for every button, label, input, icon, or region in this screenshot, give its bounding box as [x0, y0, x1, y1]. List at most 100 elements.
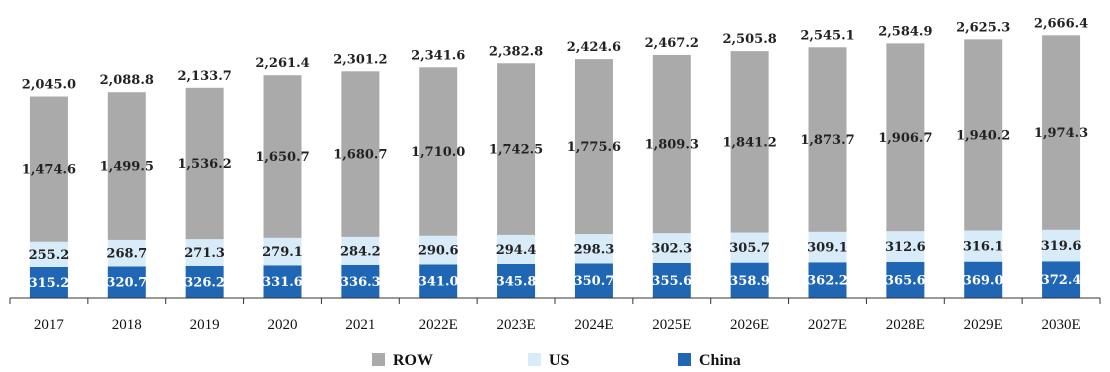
- data-label-china-2026e: 358.9: [729, 274, 770, 289]
- bar-segment-us-2025e: [652, 233, 691, 263]
- bar-segment-us-2019: [185, 239, 224, 266]
- data-label-china-2019: 326.2: [184, 275, 225, 290]
- data-label-us-2021: 284.2: [340, 244, 381, 259]
- data-label-us-2017: 255.2: [29, 248, 70, 263]
- data-label-us-2030e: 319.6: [1041, 239, 1082, 254]
- data-label-us-2026e: 305.7: [729, 241, 770, 256]
- bar-segment-us-2017: [29, 241, 68, 267]
- bar-segment-china-2017: [29, 266, 68, 298]
- total-label-2021: 2,301.2: [333, 52, 387, 67]
- bar-segment-row-2028e: [886, 43, 925, 232]
- legend-swatch-row: [372, 353, 385, 366]
- bars-layer: [29, 35, 1081, 298]
- data-label-row-2029e: 1,940.2: [956, 128, 1010, 143]
- x-tick-label-2029e: 2029E: [964, 317, 1003, 333]
- total-label-2025e: 2,467.2: [645, 36, 699, 51]
- data-label-row-2022e: 1,710.0: [411, 145, 465, 160]
- total-label-2018: 2,088.8: [100, 73, 154, 88]
- bar-segment-row-2020: [263, 75, 302, 238]
- data-label-row-2028e: 1,906.7: [878, 131, 932, 146]
- bar-segment-china-2026e: [730, 262, 769, 298]
- data-label-row-2026e: 1,841.2: [722, 135, 776, 150]
- data-label-row-2025e: 1,809.3: [645, 138, 699, 153]
- bar-segment-china-2021: [341, 264, 380, 298]
- x-tick-label-2021: 2021: [345, 317, 375, 333]
- total-label-2029e: 2,625.3: [956, 20, 1010, 35]
- data-label-row-2027e: 1,873.7: [800, 133, 854, 148]
- bar-segment-row-2027e: [808, 47, 847, 232]
- x-tick-label-2028e: 2028E: [886, 317, 925, 333]
- x-tick-label-2027e: 2027E: [808, 317, 847, 333]
- data-label-china-2027e: 362.2: [807, 274, 848, 289]
- bar-segment-china-2028e: [886, 261, 925, 298]
- bar-segment-us-2021: [341, 236, 380, 265]
- bar-segment-row-2019: [185, 87, 224, 240]
- total-label-2017: 2,045.0: [22, 78, 76, 93]
- x-tick-label-2025e: 2025E: [652, 317, 691, 333]
- bar-segment-row-2022e: [419, 67, 458, 236]
- bar-segment-china-2025e: [652, 262, 691, 298]
- bar-segment-us-2023e: [497, 234, 536, 264]
- bar-segment-us-2020: [263, 237, 302, 266]
- data-label-us-2019: 271.3: [184, 246, 225, 261]
- bar-segment-row-2021: [341, 71, 380, 237]
- bar-segment-row-2030e: [1042, 35, 1081, 230]
- bar-segment-us-2027e: [808, 231, 847, 263]
- data-label-china-2025e: 355.6: [651, 274, 692, 289]
- data-label-china-2029e: 369.0: [963, 273, 1004, 288]
- bar-segment-us-2022e: [419, 235, 458, 265]
- bar-segment-china-2023e: [497, 263, 536, 298]
- total-label-2027e: 2,545.1: [800, 28, 854, 43]
- data-label-us-2022e: 290.6: [418, 244, 459, 259]
- bar-segment-china-2030e: [1042, 261, 1081, 298]
- data-label-us-2018: 268.7: [106, 247, 147, 262]
- x-tick-label-2020: 2020: [268, 317, 298, 333]
- bar-segment-china-2018: [107, 266, 146, 298]
- data-label-row-2019: 1,536.2: [177, 157, 231, 172]
- data-label-row-2020: 1,650.7: [255, 150, 309, 165]
- bar-segment-row-2017: [29, 96, 68, 242]
- data-label-china-2028e: 365.6: [885, 273, 926, 288]
- bar-segment-us-2024e: [574, 234, 613, 264]
- x-tick-label-2017: 2017: [34, 317, 65, 333]
- x-tick-label-2023e: 2023E: [496, 317, 535, 333]
- bar-segment-us-2028e: [886, 231, 925, 262]
- data-label-row-2021: 1,680.7: [333, 148, 387, 163]
- x-tick-label-2018: 2018: [112, 317, 142, 333]
- data-label-china-2017: 315.2: [29, 276, 70, 291]
- bar-segment-china-2020: [263, 265, 302, 298]
- bar-segment-us-2018: [107, 239, 146, 267]
- bar-segment-china-2027e: [808, 262, 847, 298]
- data-label-us-2024e: 298.3: [574, 242, 615, 257]
- data-label-us-2025e: 302.3: [651, 242, 692, 257]
- legend: ROW US China: [372, 352, 741, 369]
- total-label-2028e: 2,584.9: [878, 24, 932, 39]
- data-label-row-2018: 1,499.5: [100, 160, 154, 175]
- data-label-row-2024e: 1,775.6: [567, 140, 621, 155]
- bar-segment-china-2024e: [574, 263, 613, 298]
- legend-label-us: US: [549, 352, 570, 369]
- total-label-2020: 2,261.4: [255, 56, 309, 71]
- bar-segment-china-2019: [185, 265, 224, 298]
- data-label-china-2018: 320.7: [106, 276, 147, 291]
- data-label-us-2028e: 312.6: [885, 240, 926, 255]
- bar-segment-china-2022e: [419, 264, 458, 298]
- bar-segment-row-2024e: [574, 59, 613, 235]
- total-label-2019: 2,133.7: [177, 69, 231, 84]
- data-label-china-2024e: 350.7: [574, 274, 615, 289]
- bar-segment-china-2029e: [964, 261, 1003, 298]
- x-tick-label-2026e: 2026E: [730, 317, 769, 333]
- data-label-us-2020: 279.1: [262, 245, 303, 260]
- data-label-us-2027e: 309.1: [807, 241, 848, 256]
- bar-segment-row-2018: [107, 92, 146, 240]
- bar-segment-row-2029e: [964, 39, 1003, 231]
- bar-segment-us-2030e: [1042, 229, 1081, 262]
- data-label-us-2023e: 294.4: [496, 243, 537, 258]
- data-label-row-2030e: 1,974.3: [1034, 126, 1088, 141]
- total-label-2026e: 2,505.8: [722, 32, 776, 47]
- data-label-china-2023e: 345.8: [496, 274, 537, 289]
- data-label-row-2017: 1,474.6: [22, 163, 76, 178]
- legend-label-row: ROW: [393, 352, 433, 369]
- x-axis-ticks: 2017 2018 2019 2020 2021 2022E 2023E 2024E 2025E…: [9, 298, 1101, 333]
